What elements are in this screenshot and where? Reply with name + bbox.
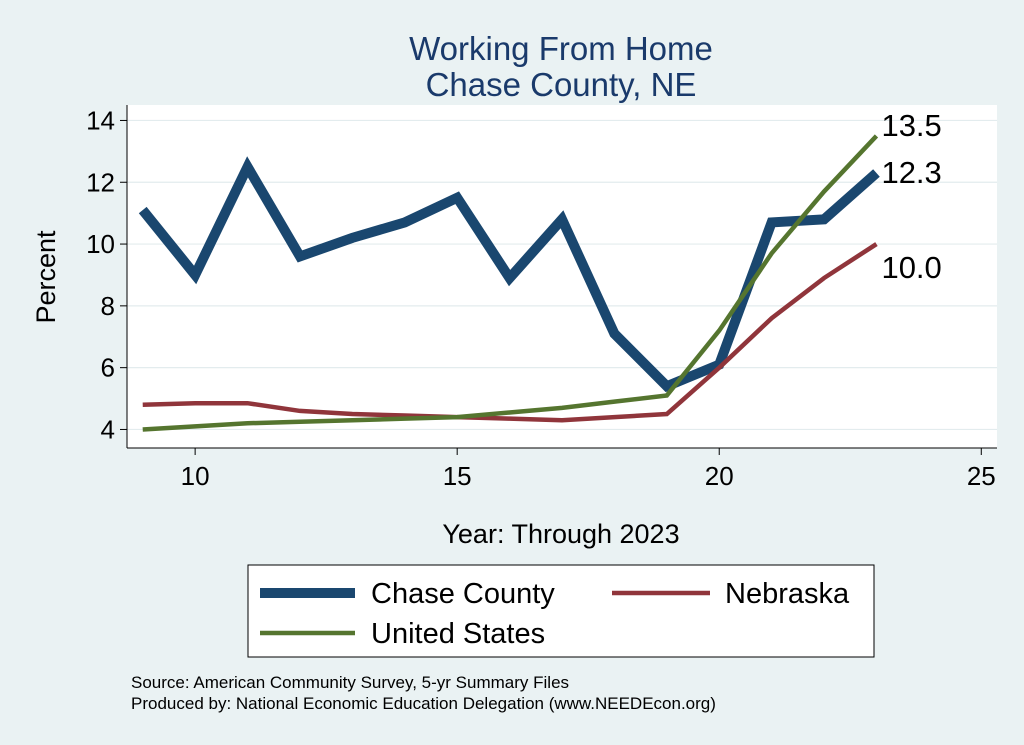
produced-by-note: Produced by: National Economic Education… [131,694,716,713]
x-tick-label: 20 [705,461,734,491]
x-tick-label: 15 [443,461,472,491]
source-note: Source: American Community Survey, 5-yr … [131,673,569,692]
legend-box [247,564,875,658]
x-axis-label: Year: Through 2023 [442,519,679,549]
y-tick-label: 10 [86,229,115,259]
y-tick-label: 12 [86,167,115,197]
series-line-united-states [142,134,879,432]
legend-label-chase-county: Chase County [371,578,555,610]
grid-lines [127,119,997,431]
y-tick-label: 8 [101,291,115,321]
legend-label-nebraska: Nebraska [725,578,850,610]
series-lines [138,134,880,432]
chart-title: Working From Home [409,30,713,67]
y-tick-label: 4 [101,414,115,444]
end-labels: 12.3 10.0 13.5 [881,108,941,285]
x-tick-label: 25 [967,461,996,491]
chart-subtitle: Chase County, NE [426,66,697,103]
series-line-chase-county [138,156,880,393]
y-axis: 4 6 8 10 12 14 [86,105,128,448]
series-line-nebraska [142,242,878,423]
x-axis: 10 15 20 25 [127,447,997,491]
end-label-nebraska: 10.0 [881,250,941,285]
plot-area [127,105,997,448]
y-tick-label: 14 [86,105,115,135]
y-tick-label: 6 [101,353,115,383]
legend-label-united-states: United States [371,618,545,650]
x-tick-label: 10 [181,461,210,491]
legend-items: Chase County Nebraska United States [260,578,850,650]
end-label-chase-county: 12.3 [881,155,941,190]
end-label-united-states: 13.5 [881,108,941,143]
legend: Chase County Nebraska United States [247,564,875,658]
y-axis-label: Percent [31,230,61,324]
